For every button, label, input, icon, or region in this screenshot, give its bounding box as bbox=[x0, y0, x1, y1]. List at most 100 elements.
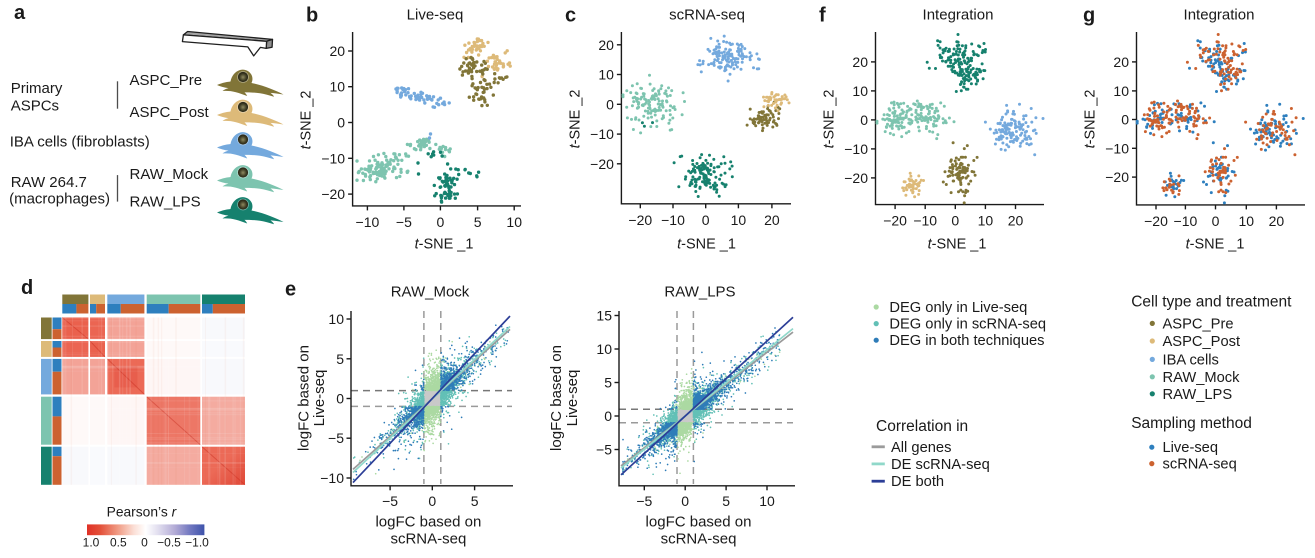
svg-text:5: 5 bbox=[471, 493, 479, 509]
svg-text:Cell type and treatment: Cell type and treatment bbox=[1131, 293, 1292, 310]
svg-text:5: 5 bbox=[604, 375, 612, 391]
svg-text:−10: −10 bbox=[321, 150, 345, 166]
svg-text:0: 0 bbox=[860, 112, 868, 128]
svg-text:0: 0 bbox=[681, 493, 689, 509]
svg-text:All genes: All genes bbox=[891, 440, 951, 456]
svg-text:0: 0 bbox=[604, 408, 612, 424]
svg-text:RAW 264.7: RAW 264.7 bbox=[11, 174, 87, 191]
svg-text:10: 10 bbox=[598, 67, 614, 83]
svg-text:10: 10 bbox=[978, 213, 994, 229]
svg-text:Pearson’s r: Pearson’s r bbox=[107, 505, 178, 520]
svg-text:10: 10 bbox=[759, 493, 775, 509]
svg-text:−10: −10 bbox=[913, 213, 937, 229]
svg-text:scRNA-seq: scRNA-seq bbox=[390, 531, 466, 548]
svg-text:−5: −5 bbox=[382, 493, 398, 509]
svg-text:Primary: Primary bbox=[11, 80, 63, 97]
svg-text:RAW_LPS: RAW_LPS bbox=[664, 284, 735, 301]
svg-text:Integration: Integration bbox=[923, 7, 994, 24]
svg-text:20: 20 bbox=[1008, 213, 1024, 229]
svg-text:−5: −5 bbox=[636, 493, 652, 509]
svg-text:Live-seq: Live-seq bbox=[564, 370, 581, 427]
svg-text:0: 0 bbox=[951, 213, 959, 229]
svg-text:−1.0: −1.0 bbox=[185, 535, 209, 549]
svg-text:Correlation in: Correlation in bbox=[876, 418, 968, 435]
svg-text:10: 10 bbox=[1113, 83, 1129, 99]
svg-text:f: f bbox=[819, 5, 826, 27]
svg-text:logFC based on: logFC based on bbox=[548, 345, 565, 451]
svg-text:20: 20 bbox=[330, 43, 346, 59]
svg-text:0: 0 bbox=[702, 212, 710, 228]
svg-text:ASPC_Post: ASPC_Post bbox=[1163, 334, 1241, 350]
svg-text:Live-seq: Live-seq bbox=[311, 370, 328, 427]
svg-text:−0.5: −0.5 bbox=[157, 535, 181, 549]
svg-text:DEG only in scRNA-seq: DEG only in scRNA-seq bbox=[889, 317, 1046, 333]
svg-text:−5: −5 bbox=[596, 442, 612, 458]
svg-text:c: c bbox=[565, 5, 576, 27]
svg-text:−10: −10 bbox=[661, 212, 685, 228]
svg-text:logFC based on: logFC based on bbox=[646, 514, 752, 531]
svg-text:t-SNE _1: t-SNE _1 bbox=[1186, 237, 1245, 253]
svg-text:RAW_Mock: RAW_Mock bbox=[1163, 370, 1241, 386]
svg-text:scRNA-seq: scRNA-seq bbox=[661, 531, 737, 548]
svg-text:e: e bbox=[285, 279, 296, 301]
svg-text:0: 0 bbox=[141, 535, 148, 549]
svg-text:DEG in both techniques: DEG in both techniques bbox=[889, 333, 1044, 349]
svg-text:0: 0 bbox=[336, 391, 344, 407]
svg-text:0.5: 0.5 bbox=[110, 535, 127, 549]
svg-text:ASPC_Post: ASPC_Post bbox=[130, 104, 210, 121]
svg-text:0: 0 bbox=[1212, 213, 1220, 229]
svg-text:Live-seq: Live-seq bbox=[407, 7, 464, 24]
svg-text:t-SNE _2: t-SNE _2 bbox=[822, 90, 838, 149]
svg-text:a: a bbox=[14, 2, 26, 24]
svg-text:20: 20 bbox=[598, 37, 614, 53]
svg-text:−10: −10 bbox=[590, 126, 614, 142]
svg-text:t-SNE _1: t-SNE _1 bbox=[928, 237, 987, 253]
svg-text:20: 20 bbox=[1269, 213, 1285, 229]
svg-text:0: 0 bbox=[1121, 112, 1129, 128]
svg-text:−20: −20 bbox=[1105, 169, 1129, 185]
svg-text:IBA cells (fibroblasts): IBA cells (fibroblasts) bbox=[10, 133, 150, 150]
svg-text:RAW_Mock: RAW_Mock bbox=[130, 166, 209, 183]
svg-text:t-SNE _1: t-SNE _1 bbox=[677, 237, 736, 253]
svg-text:−10: −10 bbox=[320, 470, 344, 486]
svg-text:5: 5 bbox=[474, 214, 482, 230]
svg-text:(macrophages): (macrophages) bbox=[9, 191, 110, 208]
svg-text:g: g bbox=[1083, 5, 1095, 27]
svg-text:10: 10 bbox=[596, 341, 612, 357]
svg-text:IBA cells: IBA cells bbox=[1163, 352, 1219, 368]
svg-text:20: 20 bbox=[1113, 54, 1129, 70]
svg-text:RAW_LPS: RAW_LPS bbox=[130, 194, 201, 211]
svg-text:−20: −20 bbox=[1144, 213, 1168, 229]
svg-text:ASPCs: ASPCs bbox=[11, 98, 59, 115]
svg-text:−10: −10 bbox=[356, 214, 380, 230]
svg-text:−10: −10 bbox=[1174, 213, 1198, 229]
svg-text:10: 10 bbox=[852, 83, 868, 99]
svg-text:−5: −5 bbox=[396, 214, 412, 230]
svg-text:0: 0 bbox=[606, 96, 614, 112]
svg-text:−20: −20 bbox=[321, 186, 345, 202]
svg-text:scRNA-seq: scRNA-seq bbox=[1163, 457, 1237, 473]
svg-text:ASPC_Pre: ASPC_Pre bbox=[1163, 316, 1234, 332]
svg-text:Live-seq: Live-seq bbox=[1163, 440, 1219, 456]
svg-text:logFC based on: logFC based on bbox=[375, 514, 481, 531]
svg-text:0: 0 bbox=[428, 493, 436, 509]
svg-text:DE scRNA-seq: DE scRNA-seq bbox=[891, 457, 990, 473]
svg-text:d: d bbox=[21, 277, 33, 299]
svg-text:0: 0 bbox=[437, 214, 445, 230]
svg-text:t-SNE _2: t-SNE _2 bbox=[1083, 90, 1099, 149]
svg-text:20: 20 bbox=[852, 54, 868, 70]
svg-text:−20: −20 bbox=[590, 156, 614, 172]
svg-text:15: 15 bbox=[596, 308, 612, 324]
svg-text:10: 10 bbox=[1239, 213, 1255, 229]
svg-text:−20: −20 bbox=[628, 212, 652, 228]
svg-text:10: 10 bbox=[731, 212, 747, 228]
svg-text:RAW_LPS: RAW_LPS bbox=[1163, 387, 1233, 403]
svg-text:−10: −10 bbox=[844, 141, 868, 157]
svg-text:t-SNE _2: t-SNE _2 bbox=[299, 91, 315, 150]
svg-text:−10: −10 bbox=[1105, 140, 1129, 156]
svg-text:logFC based on: logFC based on bbox=[296, 345, 313, 451]
svg-text:20: 20 bbox=[764, 212, 780, 228]
svg-text:−20: −20 bbox=[844, 170, 868, 186]
svg-text:RAW_Mock: RAW_Mock bbox=[391, 284, 470, 301]
svg-text:DEG only in Live-seq: DEG only in Live-seq bbox=[889, 300, 1027, 316]
